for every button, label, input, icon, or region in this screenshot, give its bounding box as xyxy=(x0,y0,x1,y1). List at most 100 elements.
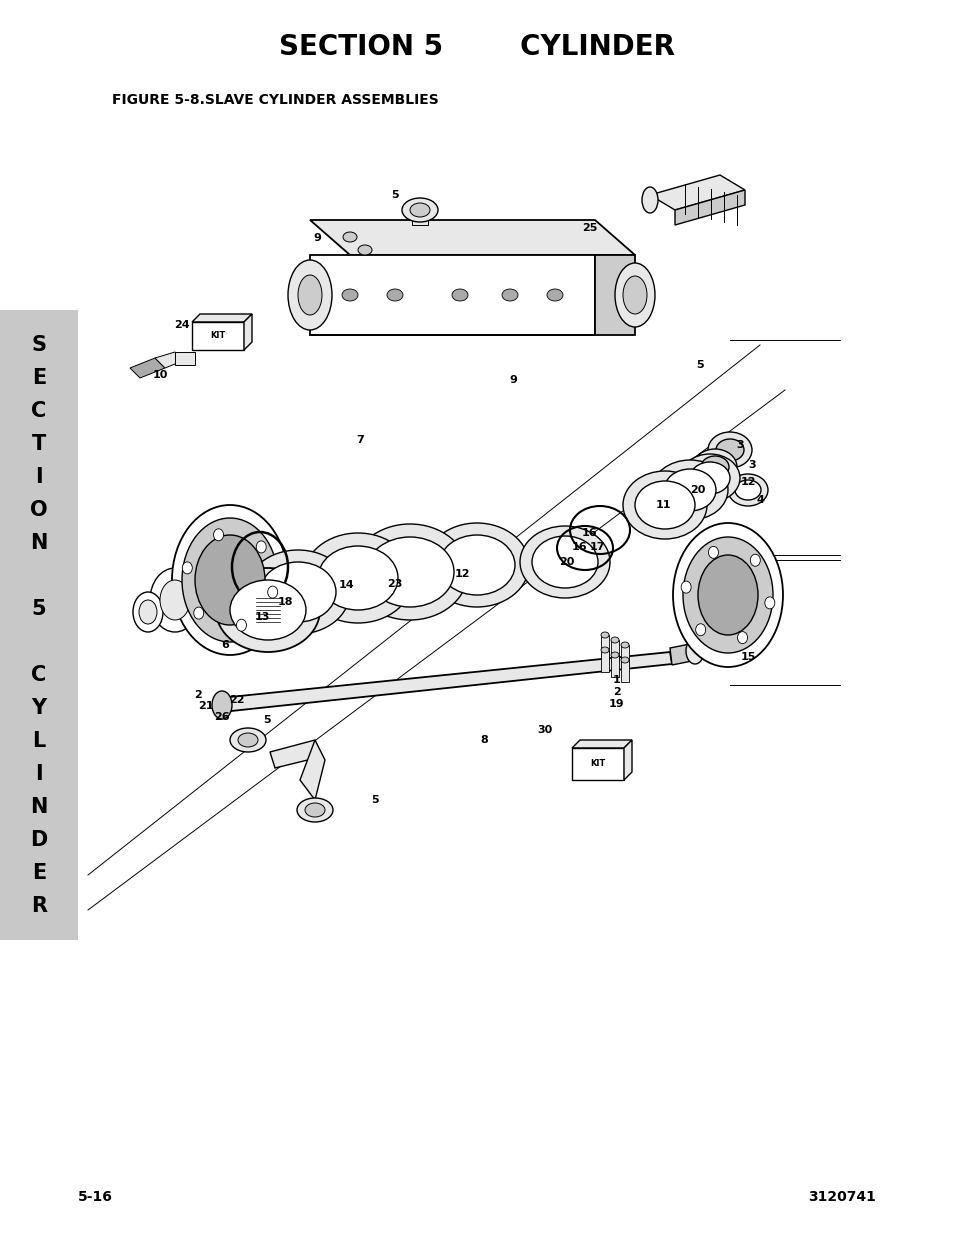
Polygon shape xyxy=(174,352,194,366)
Text: C: C xyxy=(31,664,47,685)
Ellipse shape xyxy=(641,186,658,212)
Text: 21: 21 xyxy=(198,701,213,711)
Text: E: E xyxy=(31,863,46,883)
Text: 10: 10 xyxy=(152,370,168,380)
Text: I: I xyxy=(35,764,43,784)
Text: 26: 26 xyxy=(214,713,230,722)
Ellipse shape xyxy=(622,275,646,314)
Text: 14: 14 xyxy=(339,580,355,590)
Ellipse shape xyxy=(182,562,193,574)
Polygon shape xyxy=(675,190,744,225)
Text: 3: 3 xyxy=(736,440,743,450)
Text: 25: 25 xyxy=(581,224,598,233)
Polygon shape xyxy=(649,175,744,210)
Text: 2: 2 xyxy=(193,690,202,700)
Polygon shape xyxy=(310,254,595,335)
Text: 3: 3 xyxy=(747,459,755,471)
Text: Y: Y xyxy=(31,698,47,718)
Ellipse shape xyxy=(193,608,204,619)
Text: 5: 5 xyxy=(696,359,703,370)
Text: 13: 13 xyxy=(254,613,270,622)
Ellipse shape xyxy=(620,642,628,648)
Ellipse shape xyxy=(213,529,223,541)
Ellipse shape xyxy=(749,555,760,567)
Ellipse shape xyxy=(689,462,729,494)
Ellipse shape xyxy=(305,803,325,818)
Text: R: R xyxy=(30,897,47,916)
Ellipse shape xyxy=(620,657,628,663)
Polygon shape xyxy=(244,314,252,350)
Ellipse shape xyxy=(246,550,350,634)
Ellipse shape xyxy=(600,647,608,653)
Text: 1: 1 xyxy=(613,676,620,685)
Text: 18: 18 xyxy=(277,597,293,606)
Text: T: T xyxy=(31,433,46,454)
Polygon shape xyxy=(600,650,608,672)
Text: KIT: KIT xyxy=(590,760,605,768)
Ellipse shape xyxy=(212,692,232,719)
Text: L: L xyxy=(32,731,46,751)
Polygon shape xyxy=(572,740,631,748)
Polygon shape xyxy=(154,352,185,368)
Polygon shape xyxy=(270,740,319,768)
Text: 23: 23 xyxy=(387,579,402,589)
Ellipse shape xyxy=(679,454,740,501)
Text: 7: 7 xyxy=(355,435,363,445)
Polygon shape xyxy=(620,645,628,667)
Ellipse shape xyxy=(452,289,468,301)
Text: 5: 5 xyxy=(391,190,398,200)
Ellipse shape xyxy=(352,524,468,620)
Ellipse shape xyxy=(635,480,695,529)
Text: 2: 2 xyxy=(613,687,620,697)
Polygon shape xyxy=(669,643,697,664)
Ellipse shape xyxy=(532,536,598,588)
Polygon shape xyxy=(130,358,165,378)
Ellipse shape xyxy=(303,534,413,622)
Text: 5: 5 xyxy=(31,599,47,619)
Text: 6: 6 xyxy=(221,640,229,650)
Ellipse shape xyxy=(695,624,705,636)
Text: I: I xyxy=(35,467,43,487)
Ellipse shape xyxy=(682,537,772,653)
Ellipse shape xyxy=(727,474,767,506)
Polygon shape xyxy=(412,210,428,225)
Text: 16: 16 xyxy=(572,542,587,552)
Ellipse shape xyxy=(139,600,157,624)
Ellipse shape xyxy=(707,432,751,468)
Polygon shape xyxy=(623,740,631,781)
Ellipse shape xyxy=(172,505,288,655)
Text: 11: 11 xyxy=(655,500,670,510)
Text: 30: 30 xyxy=(537,725,552,735)
Ellipse shape xyxy=(685,638,703,664)
Polygon shape xyxy=(572,748,623,781)
Ellipse shape xyxy=(501,289,517,301)
Ellipse shape xyxy=(737,631,747,643)
Ellipse shape xyxy=(132,592,163,632)
Polygon shape xyxy=(610,640,618,662)
Ellipse shape xyxy=(764,597,774,609)
Ellipse shape xyxy=(341,289,357,301)
Ellipse shape xyxy=(260,562,335,622)
Ellipse shape xyxy=(343,232,356,242)
Ellipse shape xyxy=(215,568,319,652)
Ellipse shape xyxy=(317,546,397,610)
Text: N: N xyxy=(30,534,48,553)
Polygon shape xyxy=(220,652,671,713)
Ellipse shape xyxy=(622,471,706,538)
Ellipse shape xyxy=(546,289,562,301)
Bar xyxy=(0,310,78,940)
Text: 20: 20 xyxy=(690,485,705,495)
Text: 16: 16 xyxy=(581,529,598,538)
Ellipse shape xyxy=(256,541,266,553)
Text: 3120741: 3120741 xyxy=(807,1191,875,1204)
Ellipse shape xyxy=(297,275,322,315)
Ellipse shape xyxy=(268,587,277,598)
Text: 5-16: 5-16 xyxy=(78,1191,112,1204)
Ellipse shape xyxy=(651,459,727,520)
Text: 5: 5 xyxy=(371,795,378,805)
Text: 19: 19 xyxy=(609,699,624,709)
Ellipse shape xyxy=(734,480,760,500)
Ellipse shape xyxy=(663,469,716,511)
Ellipse shape xyxy=(230,580,306,640)
Ellipse shape xyxy=(288,261,332,330)
